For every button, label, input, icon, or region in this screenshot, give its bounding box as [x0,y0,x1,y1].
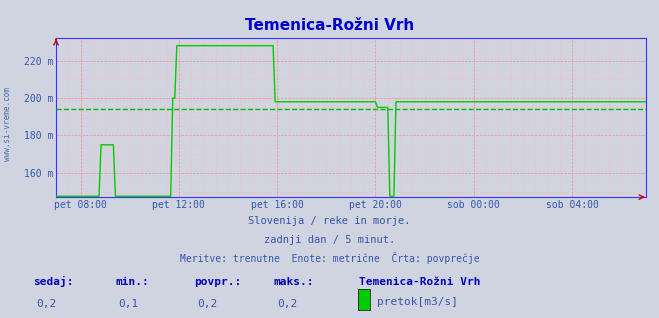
Text: 0,2: 0,2 [36,299,57,309]
Text: www.si-vreme.com: www.si-vreme.com [3,87,13,161]
Text: Temenica-Rožni Vrh: Temenica-Rožni Vrh [359,277,480,287]
Text: min.:: min.: [115,277,149,287]
Text: maks.:: maks.: [273,277,314,287]
Text: 0,2: 0,2 [277,299,297,309]
Text: Meritve: trenutne  Enote: metrične  Črta: povprečje: Meritve: trenutne Enote: metrične Črta: … [180,252,479,264]
Text: zadnji dan / 5 minut.: zadnji dan / 5 minut. [264,235,395,245]
Text: povpr.:: povpr.: [194,277,242,287]
Text: 0,1: 0,1 [119,299,139,309]
Text: Slovenija / reke in morje.: Slovenija / reke in morje. [248,216,411,226]
Text: Temenica-Rožni Vrh: Temenica-Rožni Vrh [245,18,414,33]
Text: 0,2: 0,2 [198,299,218,309]
Text: pretok[m3/s]: pretok[m3/s] [377,297,458,307]
Text: sedaj:: sedaj: [33,276,73,287]
